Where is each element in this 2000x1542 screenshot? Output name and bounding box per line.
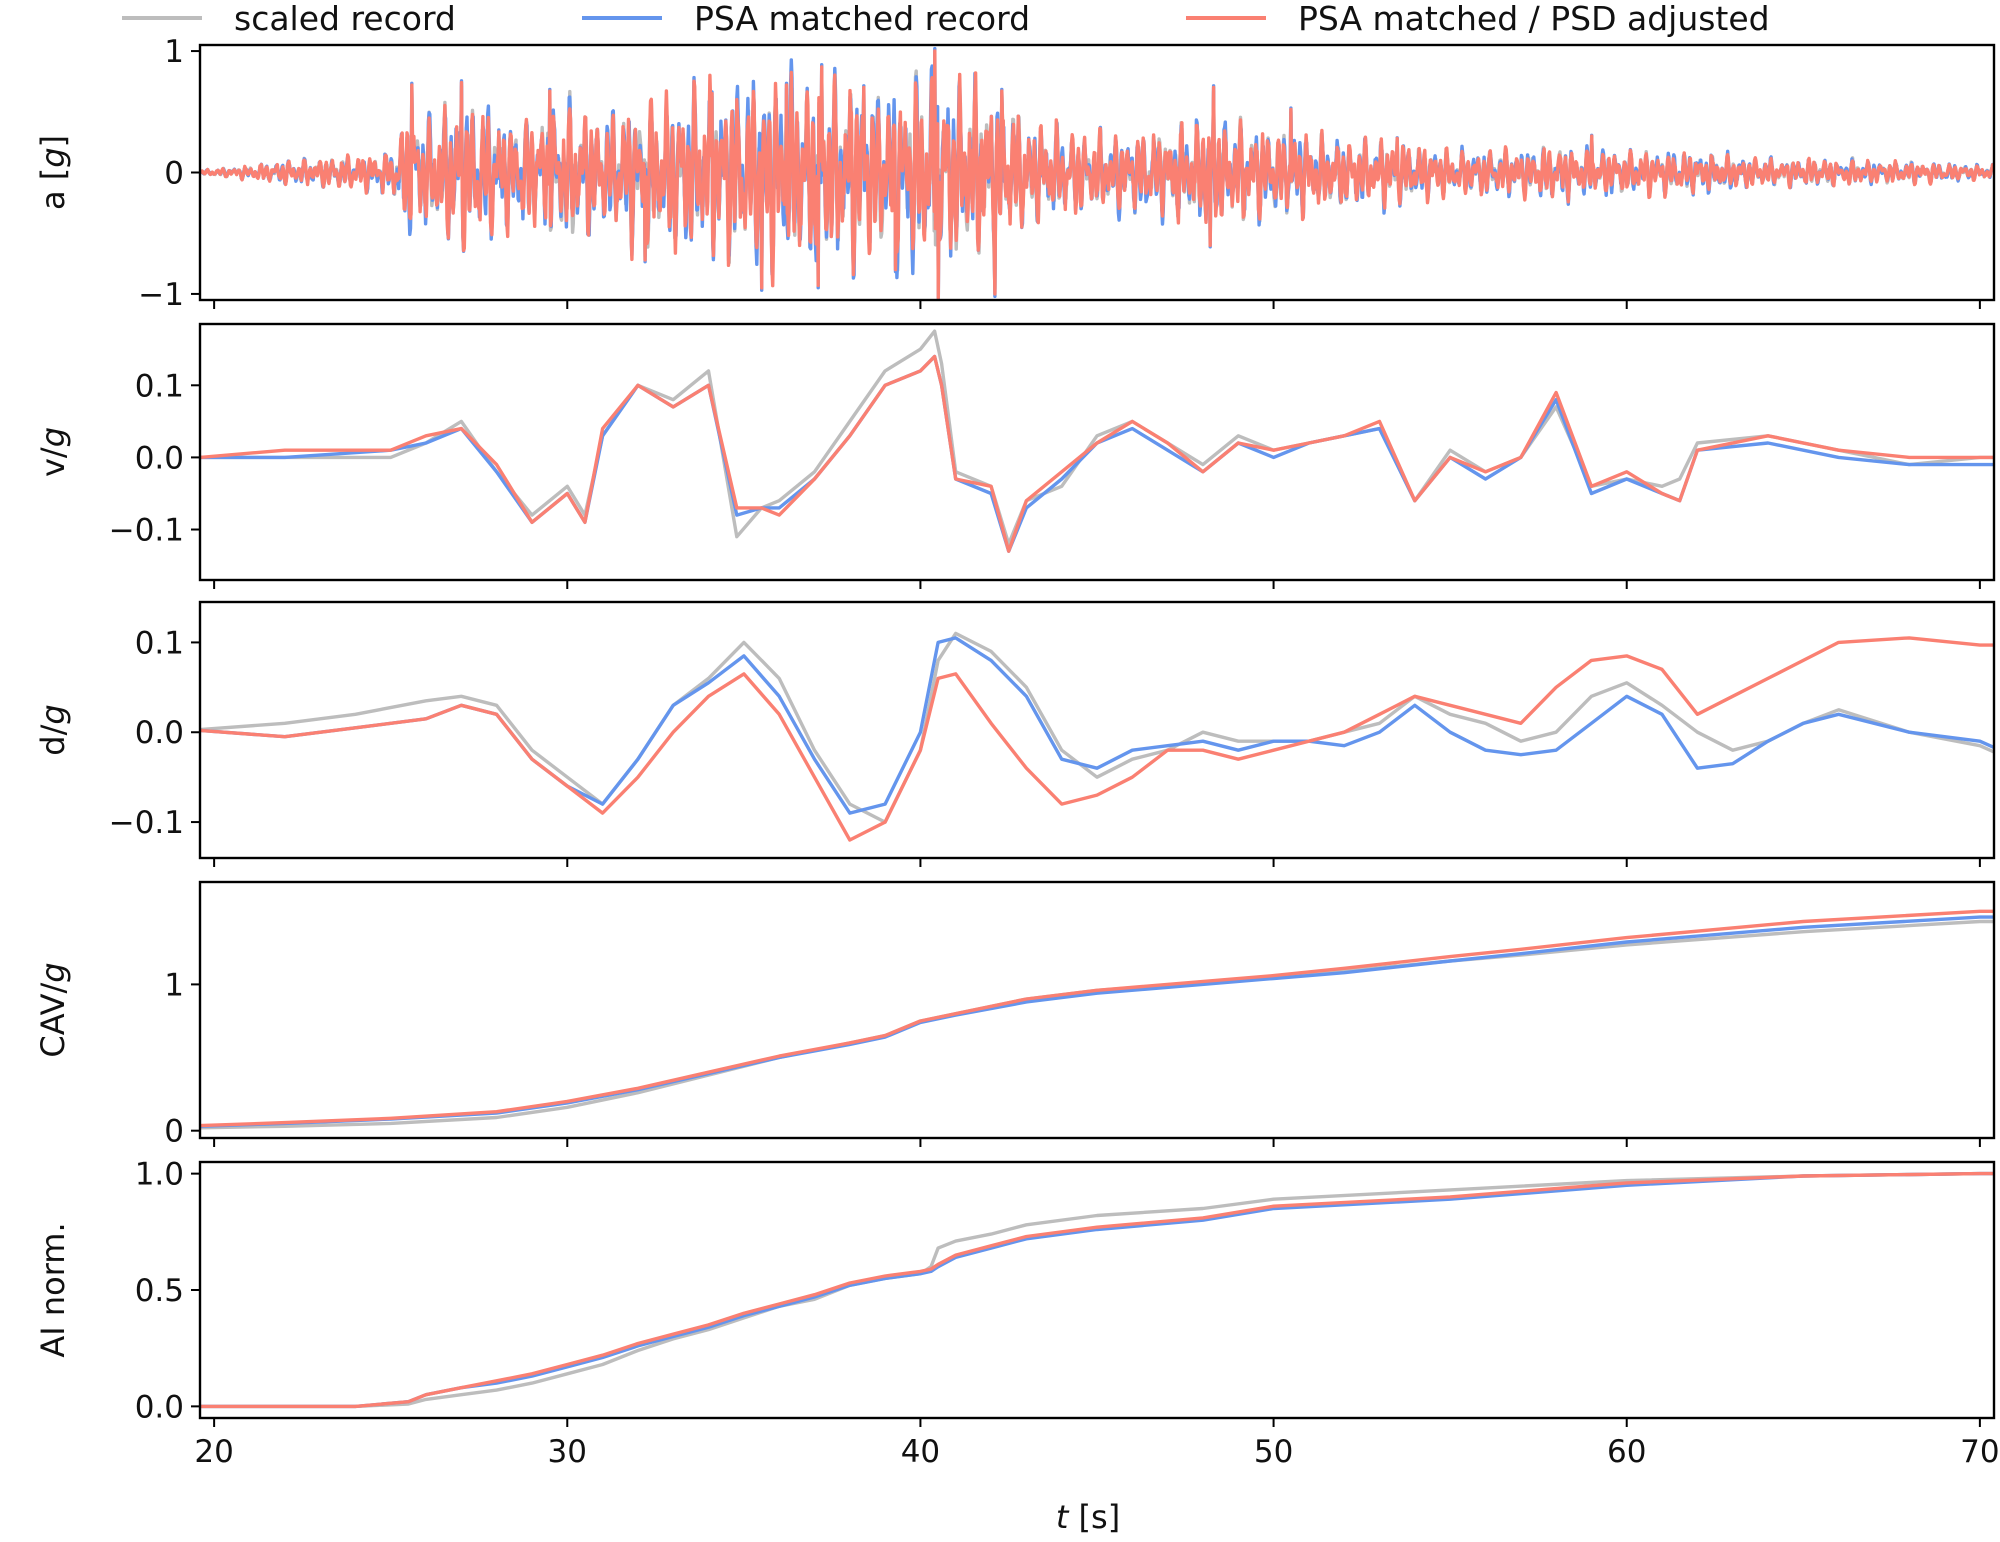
legend-label-psa-matched-psd-adjusted: PSA matched / PSD adjusted bbox=[1298, 0, 1770, 38]
panels: −1 0 1 a [g] −0.1 0.0 0.1 v/g −0.1 0.0 0.1 d/g 0 1 CAV… bbox=[34, 34, 2000, 1470]
cav-series-scaled-record bbox=[200, 919, 1994, 1130]
legend-item-psa-matched-record: PSA matched record bbox=[582, 0, 1030, 38]
panel-cav: 0 1 CAV/g bbox=[34, 880, 1996, 1150]
legend-item-psa-matched-psd-adjusted: PSA matched / PSD adjusted bbox=[1186, 0, 1770, 38]
arias_intensity-frame bbox=[198, 1160, 1996, 1420]
panel-displacement: −0.1 0.0 0.1 d/g bbox=[34, 600, 1996, 867]
x-tick-label: 40 bbox=[901, 1434, 940, 1470]
x-tick-label: 50 bbox=[1254, 1434, 1293, 1470]
cav-y-tick-label: 0 bbox=[164, 1114, 184, 1150]
cav-series-psa-matched-psd-adjusted bbox=[200, 909, 1994, 1128]
x-axis-label-italic: t bbox=[1056, 1498, 1070, 1536]
arias_intensity-series-scaled-record bbox=[200, 1171, 1994, 1409]
legend-label-psa-matched-record: PSA matched record bbox=[694, 0, 1030, 38]
x-tick-label: 30 bbox=[548, 1434, 587, 1470]
arias_intensity-y-axis-label: AI norm. bbox=[34, 1222, 72, 1357]
acceleration-y-tick-label: 1 bbox=[164, 34, 184, 70]
x-tick-label: 70 bbox=[1960, 1434, 1999, 1470]
velocity-y-tick-label: 0.0 bbox=[135, 440, 184, 476]
velocity-y-axis-label: v/g bbox=[34, 427, 72, 477]
cav-frame bbox=[198, 880, 1996, 1140]
displacement-y-tick-label: 0.1 bbox=[135, 625, 184, 661]
velocity-y-tick-label: 0.1 bbox=[135, 368, 184, 404]
acceleration-series bbox=[200, 46, 1994, 300]
cav-series-psa-matched-record bbox=[200, 915, 1994, 1128]
x-axis-label-unit: [s] bbox=[1068, 1498, 1120, 1536]
cav-series bbox=[200, 909, 1994, 1130]
acceleration-y-tick-label: −1 bbox=[138, 277, 184, 313]
arias_intensity-y-tick-label: 0.5 bbox=[135, 1273, 184, 1309]
panel-velocity: −0.1 0.0 0.1 v/g bbox=[34, 322, 1996, 589]
cav-y-axis-label: CAV/g bbox=[34, 962, 72, 1057]
x-axis-label: t [s] bbox=[1056, 1498, 1120, 1536]
panel-acceleration: −1 0 1 a [g] bbox=[34, 34, 1996, 313]
arias_intensity-y-tick-label: 0.0 bbox=[135, 1389, 184, 1425]
displacement-series bbox=[200, 631, 1994, 842]
displacement-y-tick-label: −0.1 bbox=[109, 805, 184, 841]
x-tick-label: 20 bbox=[194, 1434, 233, 1470]
acceleration-series-psa-matched-psd-adjusted bbox=[200, 49, 1994, 300]
acceleration-y-tick-label: 0 bbox=[164, 156, 184, 192]
velocity-series-psa-matched-record bbox=[200, 354, 1994, 553]
displacement-y-axis-label: d/g bbox=[34, 704, 72, 755]
x-tick-label: 60 bbox=[1607, 1434, 1646, 1470]
legend-label-scaled-record: scaled record bbox=[234, 0, 456, 38]
velocity-frame bbox=[198, 322, 1996, 582]
arias_intensity-series-psa-matched-record bbox=[200, 1171, 1994, 1409]
legend-item-scaled-record: scaled record bbox=[122, 0, 456, 38]
arias_intensity-y-tick-label: 1.0 bbox=[135, 1157, 184, 1193]
displacement-y-tick-label: 0.0 bbox=[135, 715, 184, 751]
velocity-series-psa-matched-psd-adjusted bbox=[200, 354, 1994, 553]
svg-text:t [s]: t [s] bbox=[1056, 1498, 1120, 1536]
arias_intensity-series bbox=[200, 1171, 1994, 1409]
displacement-series-psa-matched-record bbox=[200, 636, 1994, 815]
acceleration-y-axis-label: a [g] bbox=[34, 135, 72, 210]
velocity-series bbox=[200, 329, 1994, 553]
displacement-frame bbox=[198, 600, 1996, 860]
legend: scaled record PSA matched record PSA mat… bbox=[122, 0, 1770, 38]
panel-arias_intensity: 0.0 0.5 1.0 20 30 40 50 60 70 AI norm. bbox=[34, 1157, 2000, 1470]
cav-y-tick-label: 1 bbox=[164, 967, 184, 1003]
velocity-y-tick-label: −0.1 bbox=[109, 513, 184, 549]
arias_intensity-series-psa-matched-psd-adjusted bbox=[200, 1171, 1994, 1409]
displacement-series-psa-matched-psd-adjusted bbox=[200, 636, 1994, 842]
